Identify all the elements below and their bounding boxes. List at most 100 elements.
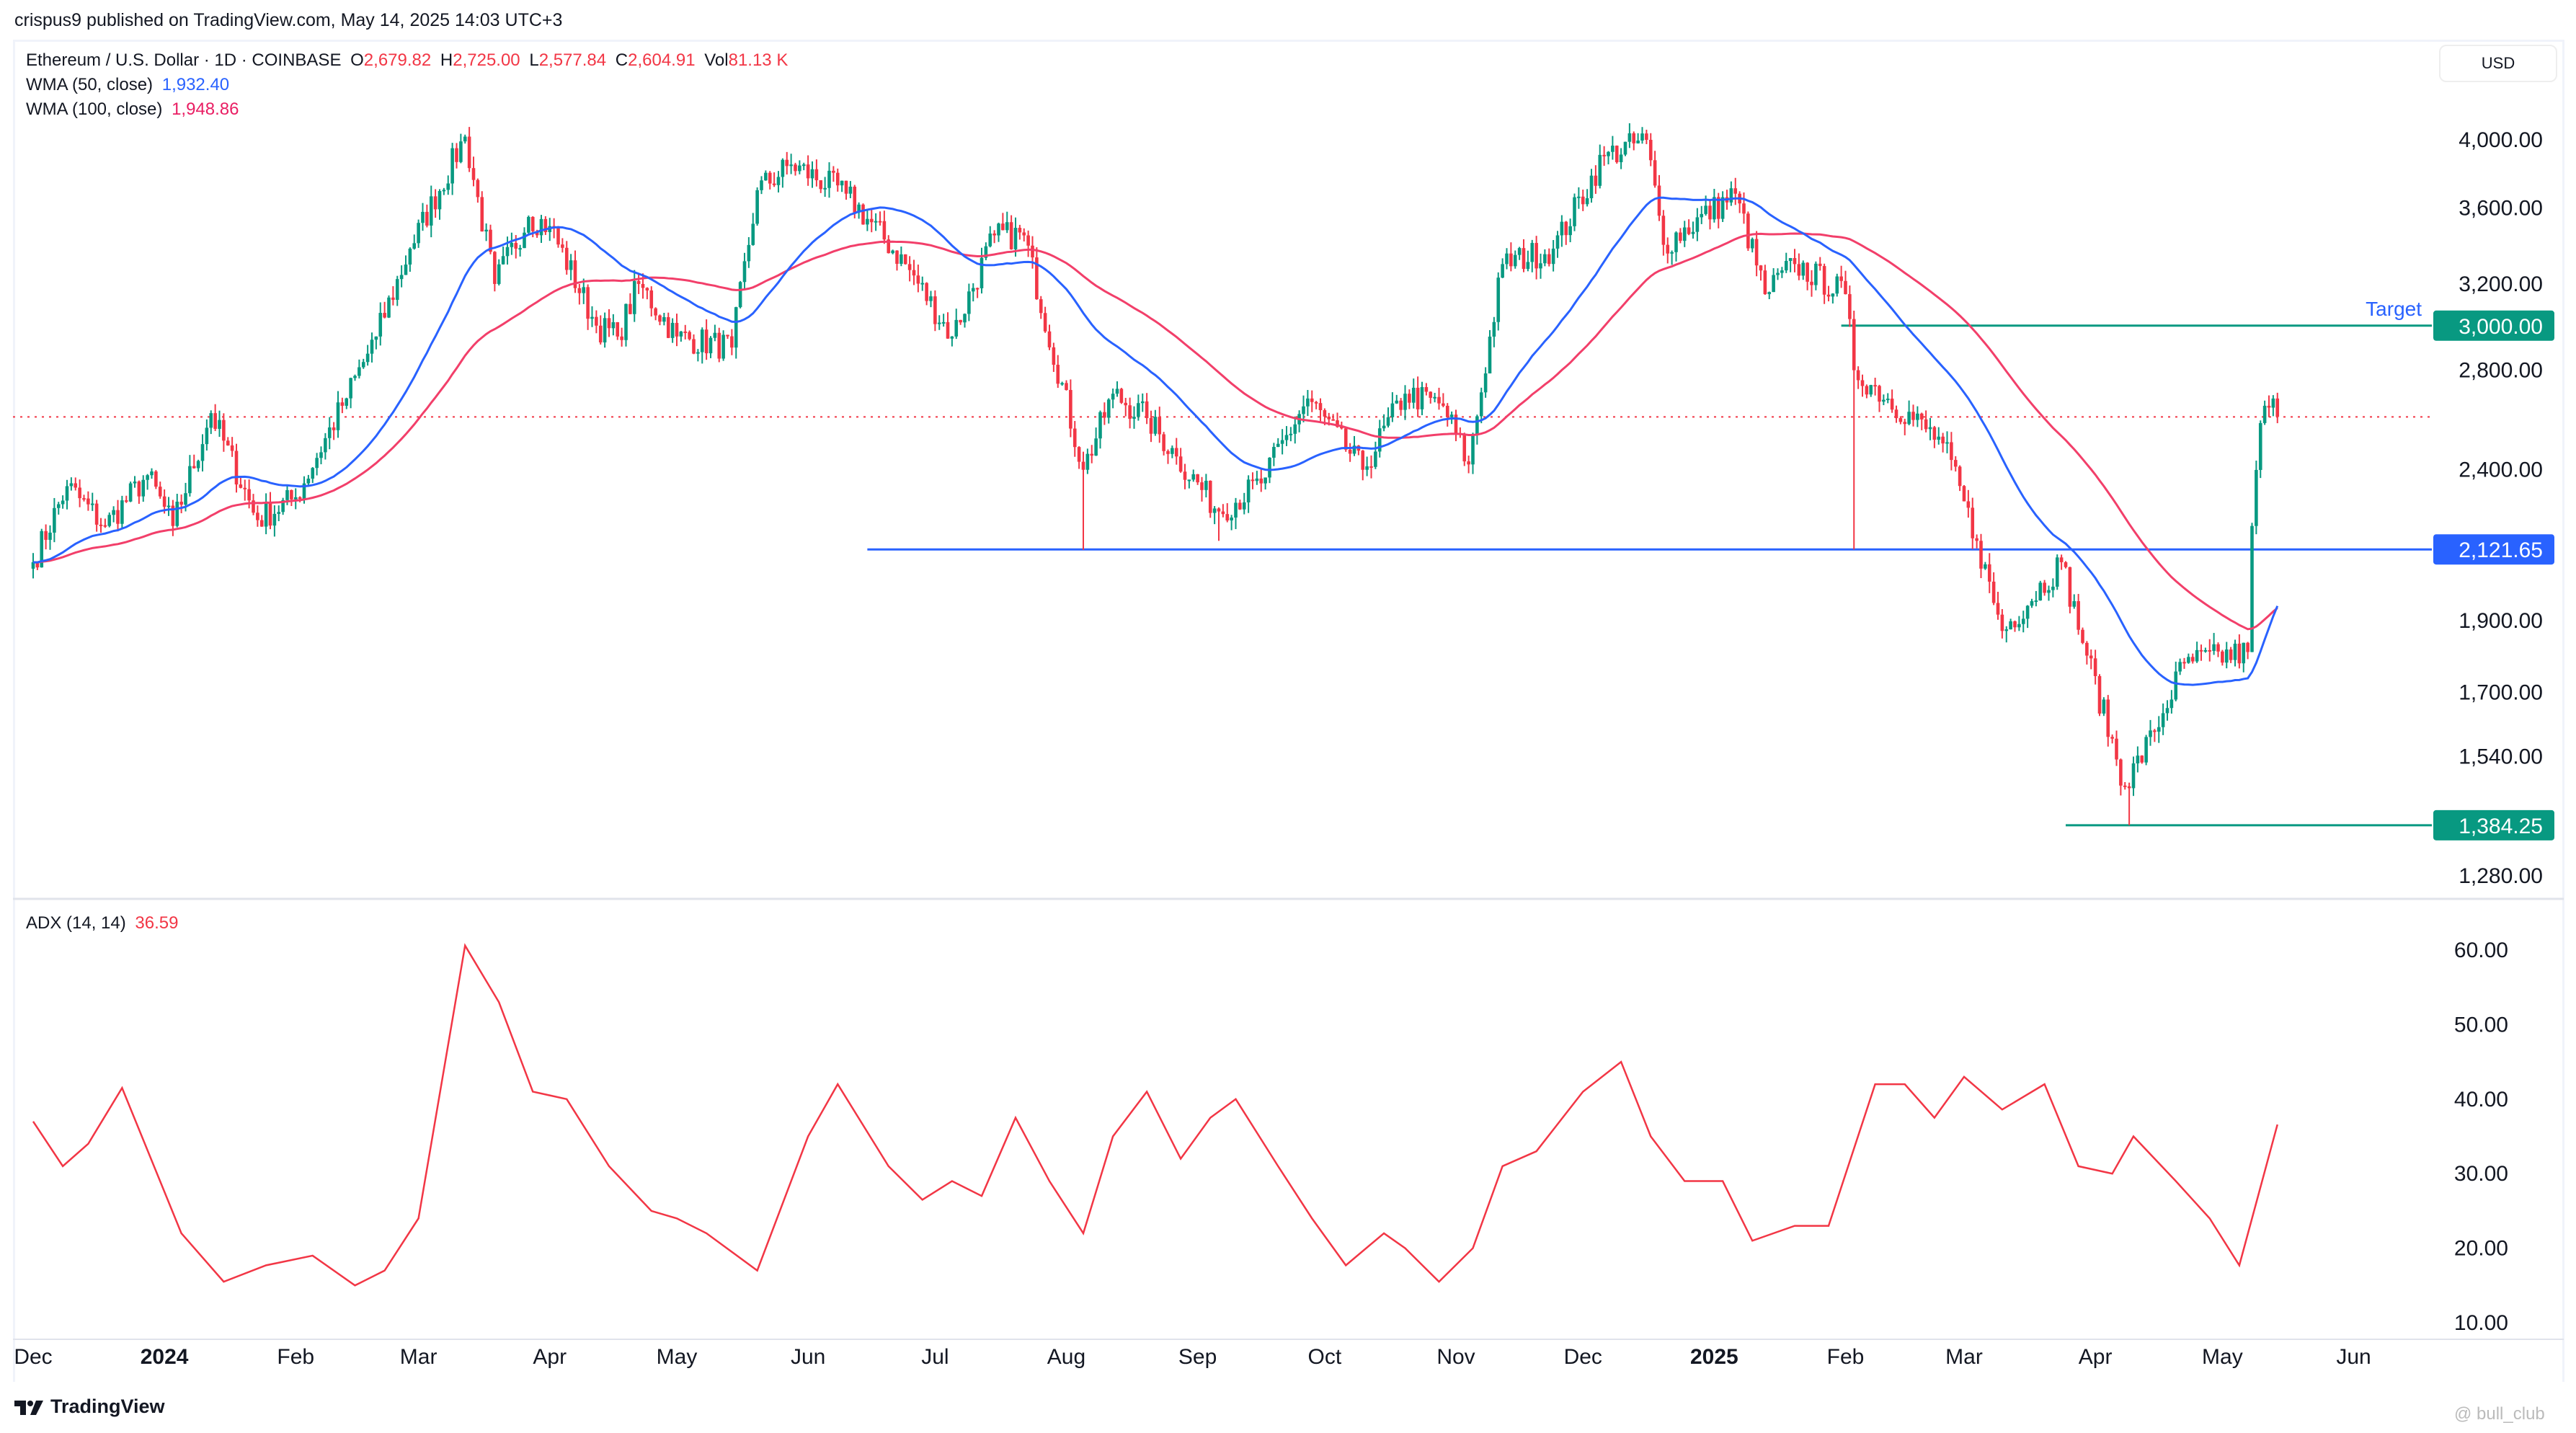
candle-body xyxy=(1178,456,1183,472)
candle-body xyxy=(205,427,209,445)
candle-body xyxy=(1217,508,1221,512)
candle-body xyxy=(230,445,234,451)
candle-body xyxy=(1111,394,1115,400)
candle-body xyxy=(704,329,709,354)
wma100-line xyxy=(32,232,2278,631)
candle-body xyxy=(1547,254,1551,265)
candle-body xyxy=(239,484,243,488)
candle-body xyxy=(213,413,217,429)
candle-body xyxy=(1962,486,1966,502)
candle-body xyxy=(900,254,903,264)
candle-body xyxy=(86,498,90,505)
candle-body xyxy=(2203,649,2208,652)
candle-body xyxy=(954,319,959,337)
candle-body xyxy=(1844,280,1847,295)
candle-body xyxy=(1501,264,1504,278)
price-label-text: 3,000.00 xyxy=(2459,315,2543,339)
candle-body xyxy=(1039,299,1043,314)
candle-body xyxy=(2085,642,2089,656)
candle-body xyxy=(1094,438,1098,456)
candle-body xyxy=(90,503,94,505)
candle-body xyxy=(1865,386,1869,395)
candle-body xyxy=(2127,786,2131,789)
adx-axis-tick: 30.00 xyxy=(2454,1162,2508,1186)
candle-body xyxy=(1991,581,1996,603)
candle-body xyxy=(1043,313,1047,332)
candle-body xyxy=(573,260,577,288)
candle-body xyxy=(315,458,319,469)
candle-body xyxy=(259,520,264,527)
price-axis-tick: 1,280.00 xyxy=(2459,864,2543,888)
candle-body xyxy=(2093,658,2097,676)
candle-body xyxy=(1636,140,1640,143)
candle-body xyxy=(1090,453,1094,456)
candle-body xyxy=(1911,412,1915,420)
low-value: 2,577.84 xyxy=(538,50,607,70)
candle-body xyxy=(1166,451,1170,454)
candle-body xyxy=(853,186,857,213)
candle-body xyxy=(425,211,429,226)
candle-body xyxy=(1069,390,1072,429)
candle-body xyxy=(421,211,425,223)
candle-body xyxy=(518,248,522,250)
candle-body xyxy=(1746,213,1750,249)
candle-body xyxy=(1369,466,1373,468)
candle-body xyxy=(564,247,569,270)
candle-body xyxy=(1492,321,1496,337)
adx-axis-tick: 50.00 xyxy=(2454,1013,2508,1037)
wma100-legend[interactable]: WMA (100, close) 1,948.86 xyxy=(26,99,243,120)
candle-body xyxy=(1577,196,1581,198)
candle-body xyxy=(2136,755,2140,764)
candle-body xyxy=(370,340,374,354)
candle-body xyxy=(1242,502,1246,510)
candle-body xyxy=(1251,479,1255,482)
candle-body xyxy=(399,275,404,280)
candle-body xyxy=(264,503,268,527)
candle-body xyxy=(1679,232,1682,241)
candle-body xyxy=(1674,232,1678,252)
candle-body xyxy=(1505,253,1509,265)
wma50-line xyxy=(32,196,2279,686)
candle-body xyxy=(412,243,417,249)
candle-body xyxy=(1924,419,1928,430)
candle-body xyxy=(209,413,213,428)
candle-body xyxy=(1772,275,1775,293)
candle-body xyxy=(2131,763,2136,789)
adx-axis-tick: 20.00 xyxy=(2454,1237,2508,1261)
candle-body xyxy=(1831,293,1835,297)
wma50-legend[interactable]: WMA (50, close) 1,932.40 xyxy=(26,75,234,95)
candle-body xyxy=(2212,644,2216,652)
candle-body xyxy=(1950,442,1953,461)
candle-body xyxy=(1314,401,1318,404)
candle-body xyxy=(1551,248,1555,265)
candle-body xyxy=(1225,514,1230,520)
candle-body xyxy=(916,275,920,284)
candle-body xyxy=(53,507,56,533)
candle-body xyxy=(1026,235,1030,246)
candle-body xyxy=(1708,205,1712,220)
candle-body xyxy=(874,221,878,223)
candle-body xyxy=(730,336,734,348)
candle-body xyxy=(1653,160,1657,186)
candle-body xyxy=(298,497,302,499)
low-label: L xyxy=(529,50,539,70)
candle-body xyxy=(670,322,675,338)
candle-body xyxy=(527,216,530,233)
candle-body xyxy=(1750,239,1754,249)
currency-button[interactable]: USD xyxy=(2439,45,2557,82)
symbol-title[interactable]: Ethereum / U.S. Dollar · 1D · COINBASE xyxy=(26,50,342,70)
candle-body xyxy=(1124,402,1128,406)
candle-body xyxy=(1467,461,1470,465)
candle-body xyxy=(2178,662,2182,672)
candle-body xyxy=(713,332,717,338)
candle-body xyxy=(523,232,526,249)
tradingview-logo[interactable]: TradingView xyxy=(14,1396,165,1418)
candle-body xyxy=(1594,175,1598,186)
watermark: @ bull_club xyxy=(2454,1404,2545,1424)
candle-body xyxy=(2157,727,2161,732)
candle-body xyxy=(417,223,420,244)
adx-legend[interactable]: ADX (14, 14) 36.59 xyxy=(26,913,182,933)
candle-body xyxy=(2077,600,2080,630)
candle-body xyxy=(281,500,285,513)
